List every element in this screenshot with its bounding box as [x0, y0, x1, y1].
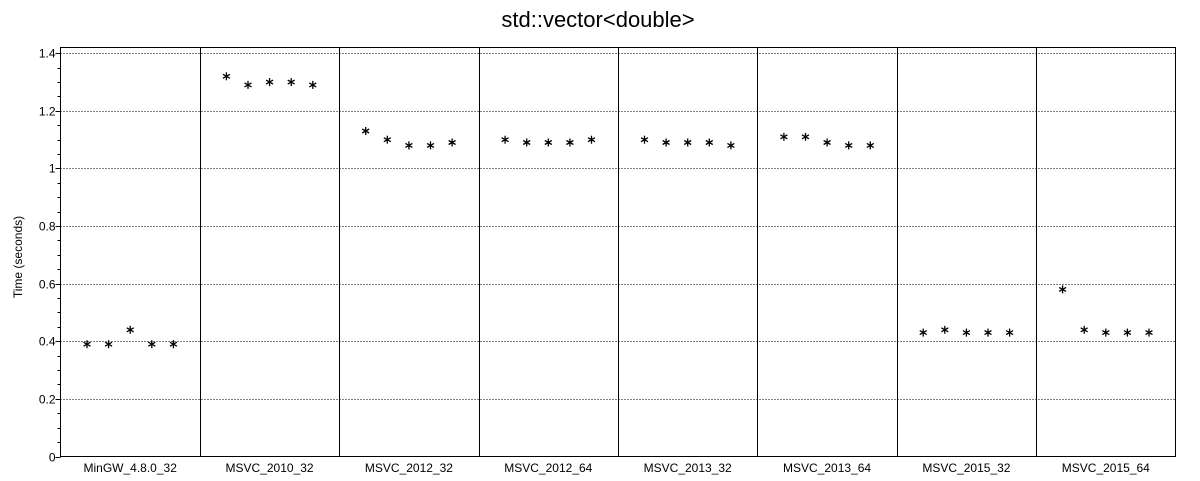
data-points — [83, 72, 1153, 349]
data-point — [544, 138, 553, 147]
data-point — [780, 132, 788, 141]
data-point — [984, 328, 992, 337]
x-category-label: MSVC_2013_32 — [644, 461, 732, 475]
y-tick-label: 1 — [49, 162, 56, 176]
data-point — [426, 141, 435, 150]
data-point — [962, 328, 971, 337]
y-tick-label: 0.4 — [39, 335, 56, 349]
data-point — [287, 78, 296, 87]
data-point — [126, 325, 135, 334]
y-tick-label: 1.2 — [39, 105, 56, 119]
data-point — [801, 132, 810, 141]
x-category-label: MinGW_4.8.0_32 — [83, 461, 177, 475]
data-point — [844, 141, 853, 150]
y-tick-label: 0.8 — [39, 220, 56, 234]
data-point — [308, 80, 317, 89]
y-tick-label: 0.2 — [39, 393, 56, 407]
data-point — [383, 135, 392, 144]
y-tick-label: 0 — [49, 451, 56, 465]
data-point — [566, 138, 574, 147]
data-point — [448, 138, 456, 147]
data-point — [1058, 285, 1067, 294]
data-point — [587, 135, 596, 144]
data-point — [522, 138, 531, 147]
y-axis-label: Time (seconds) — [11, 216, 25, 298]
x-category-label: MSVC_2010_32 — [226, 461, 314, 475]
data-point — [169, 340, 178, 349]
y-tick-label: 0.6 — [39, 278, 56, 292]
y-tick-label: 1.4 — [39, 47, 56, 61]
data-point — [823, 138, 831, 147]
data-point — [244, 80, 252, 89]
data-point — [662, 138, 670, 147]
data-point — [1080, 325, 1089, 334]
data-point — [83, 340, 91, 349]
x-category-label: MSVC_2013_64 — [783, 461, 871, 475]
plot-frame — [60, 47, 1176, 457]
data-point — [361, 127, 370, 135]
data-point — [1101, 328, 1110, 337]
data-point — [405, 141, 413, 150]
y-tick-labels: 0 0.2 0.4 0.6 0.8 1 1.2 1.4 — [39, 47, 56, 465]
x-category-label: MSVC_2012_32 — [365, 461, 453, 475]
data-point — [265, 78, 274, 87]
data-point — [919, 328, 928, 337]
data-point — [1123, 328, 1132, 337]
data-point — [940, 325, 949, 334]
data-point — [866, 141, 875, 150]
data-point — [640, 135, 649, 144]
category-separators — [200, 47, 1037, 457]
data-point — [1145, 328, 1153, 337]
x-category-labels: MinGW_4.8.0_32 MSVC_2010_32 MSVC_2012_32 MS… — [83, 461, 1150, 475]
chart-title: std::vector<double> — [501, 7, 694, 32]
y-axis-ticks — [55, 53, 61, 458]
data-point — [104, 340, 113, 349]
data-point — [683, 138, 692, 147]
data-point — [222, 72, 231, 81]
data-point — [705, 138, 714, 147]
data-point — [147, 340, 156, 349]
data-point — [727, 141, 735, 150]
data-point — [501, 135, 509, 144]
data-point — [1005, 328, 1014, 337]
x-category-label: MSVC_2015_32 — [922, 461, 1010, 475]
x-category-label: MSVC_2012_64 — [504, 461, 592, 475]
x-category-label: MSVC_2015_64 — [1062, 461, 1150, 475]
